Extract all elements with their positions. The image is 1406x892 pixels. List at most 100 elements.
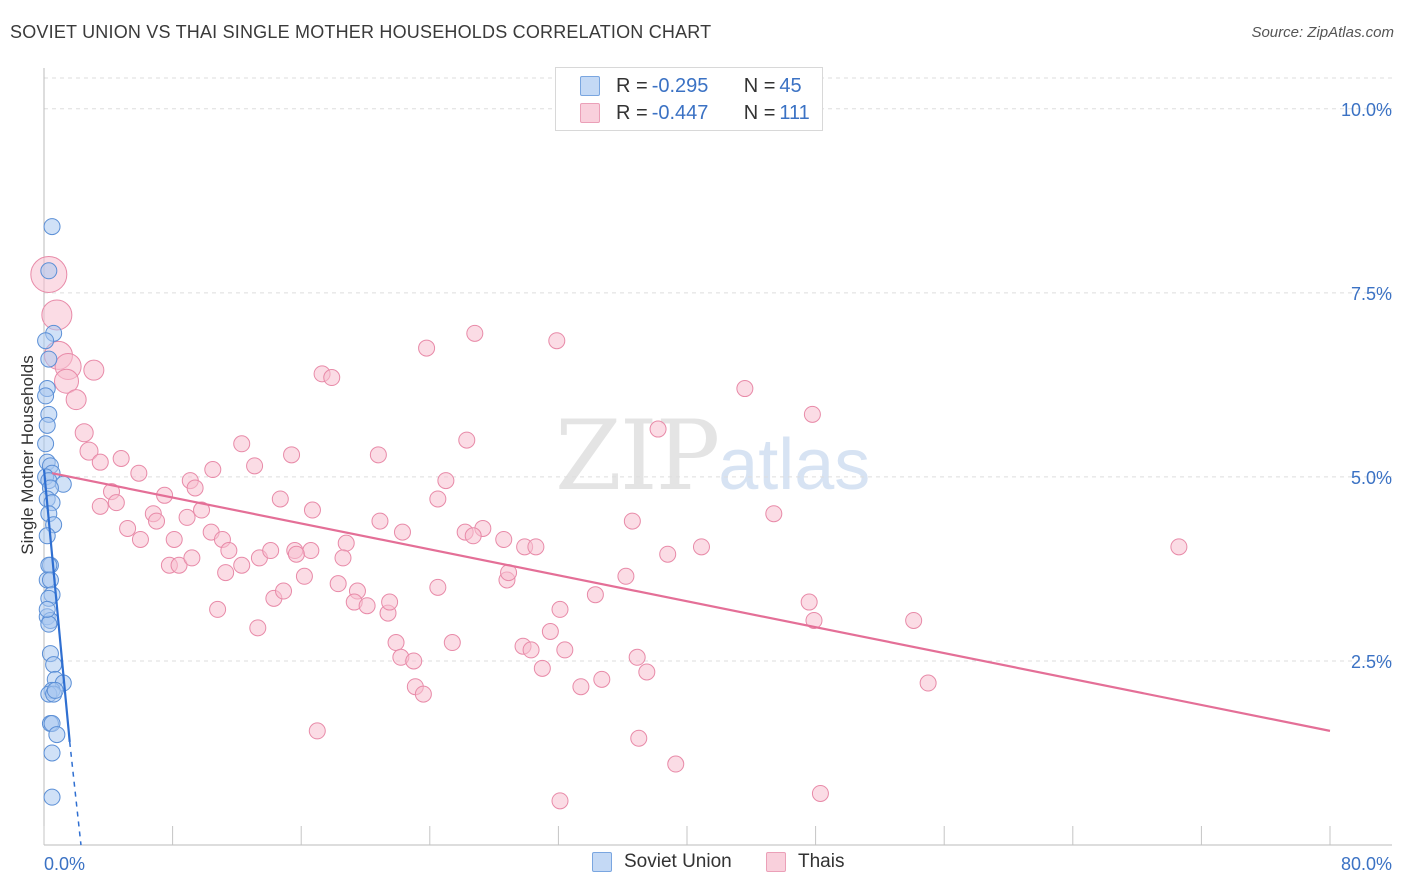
thai-point — [638, 663, 656, 681]
thai-point — [522, 641, 540, 659]
soviet-point — [40, 615, 58, 633]
thai-point — [91, 453, 109, 471]
soviet-trend-extension — [68, 741, 82, 846]
thai-point — [551, 600, 569, 618]
thai-point — [692, 538, 710, 556]
r-label: R = — [616, 101, 648, 124]
thai-point — [334, 549, 352, 567]
thai-point — [287, 545, 305, 563]
thai-point — [107, 494, 125, 512]
thai-point — [800, 593, 818, 611]
thai-point — [329, 575, 347, 593]
thai-point — [572, 678, 590, 696]
thai-point — [414, 685, 432, 703]
x-tick-label: 80.0% — [1341, 854, 1392, 874]
thai-point — [369, 446, 387, 464]
thai-point — [803, 405, 821, 423]
y-tick-label: 2.5% — [1351, 652, 1392, 672]
thai-point — [527, 538, 545, 556]
n-value: 111 — [779, 101, 810, 124]
r-label: R = — [616, 74, 648, 97]
thai-point — [443, 634, 461, 652]
thai-point — [541, 623, 559, 641]
thai-point — [131, 530, 149, 548]
thai-point — [193, 501, 211, 519]
stats-legend: R = -0.295 N = 45 R = -0.447 N = 111 — [555, 67, 823, 131]
thai-point — [170, 556, 188, 574]
thai-point — [429, 578, 447, 596]
y-tick-label: 5.0% — [1351, 468, 1392, 488]
thai-point — [233, 435, 251, 453]
thai-point — [495, 530, 513, 548]
thai-point — [593, 670, 611, 688]
thai-point — [628, 648, 646, 666]
soviet-point — [40, 350, 58, 368]
legend-item-soviet-union[interactable]: Soviet Union — [592, 851, 732, 873]
watermark-atlas: atlas — [718, 425, 871, 505]
stats-row-thai: R = -0.447 N = 111 — [580, 101, 810, 125]
thai-point — [303, 501, 321, 519]
y-tick-label: 10.0% — [1341, 100, 1392, 120]
thai-point — [551, 792, 569, 810]
soviet-swatch — [592, 852, 612, 872]
thai-point — [323, 369, 341, 387]
thai-point — [466, 324, 484, 342]
thai-point — [548, 332, 566, 350]
thai-point — [165, 530, 183, 548]
thai-point — [533, 659, 551, 677]
soviet-point — [37, 387, 55, 405]
n-label: N = — [743, 101, 776, 124]
thai-point — [65, 389, 87, 411]
legend-item-thais[interactable]: Thais — [766, 851, 844, 873]
soviet-point — [43, 218, 61, 236]
thai-point — [220, 542, 238, 560]
soviet-point — [37, 332, 55, 350]
thai-point — [308, 722, 326, 740]
thai-point — [381, 593, 399, 611]
thai-point — [246, 457, 264, 475]
thai-point — [736, 380, 754, 398]
thai-point — [130, 464, 148, 482]
thai-point — [217, 564, 235, 582]
thai-point — [393, 523, 411, 541]
thai-point — [805, 611, 823, 629]
soviet-point — [45, 656, 63, 674]
thai-point — [429, 490, 447, 508]
thai-point — [74, 423, 94, 443]
thai-point — [233, 556, 251, 574]
thai-point — [659, 545, 677, 563]
thai-point — [811, 784, 829, 802]
thai-point — [623, 512, 641, 530]
soviet-point — [48, 726, 66, 744]
thai-point — [178, 508, 196, 526]
thai-point — [649, 420, 667, 438]
thai-point — [405, 652, 423, 670]
x-tick-label: 0.0% — [44, 854, 85, 874]
thai-point — [83, 359, 105, 381]
thai-point — [262, 542, 280, 560]
thai-point — [905, 611, 923, 629]
thai-point — [437, 472, 455, 490]
thai-point — [919, 674, 937, 692]
thai-point — [418, 339, 436, 357]
thai-point — [556, 641, 574, 659]
thai-point — [204, 461, 222, 479]
thai-point — [209, 600, 227, 618]
thai-point — [283, 446, 301, 464]
thai-point — [112, 450, 130, 467]
soviet-trend-line — [42, 469, 71, 743]
thai-point — [119, 519, 137, 537]
thai-point — [458, 431, 476, 449]
thai-swatch — [580, 103, 600, 123]
thai-point — [91, 497, 109, 515]
soviet-point — [46, 681, 64, 699]
y-tick-label: 7.5% — [1351, 284, 1392, 304]
legend-label: Soviet Union — [624, 851, 732, 872]
soviet-swatch — [580, 76, 600, 96]
thai-point — [79, 441, 99, 461]
chart-title: SOVIET UNION VS THAI SINGLE MOTHER HOUSE… — [10, 22, 712, 42]
thai-point — [275, 582, 293, 600]
thai-point — [667, 755, 685, 773]
thai-point — [249, 619, 267, 637]
